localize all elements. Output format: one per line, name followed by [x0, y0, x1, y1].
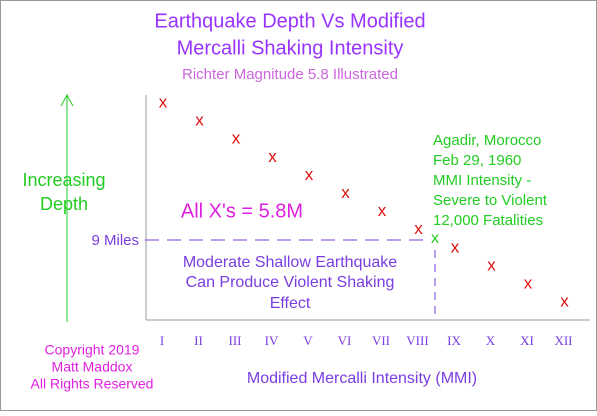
marker: x: [487, 255, 496, 274]
marker: x: [378, 201, 387, 220]
highlight-marker: x: [431, 230, 439, 247]
x-axis-label: Modified Mercalli Intensity (MMI): [247, 370, 477, 387]
shallow-note: Can Produce Violent Shaking: [186, 274, 395, 291]
x-tick-label: X: [486, 333, 496, 348]
x-tick-label: VII: [372, 333, 390, 348]
x-tick-label: II: [194, 333, 203, 348]
y-label: Depth: [40, 194, 88, 214]
x-tick-label: I: [160, 333, 164, 348]
copyright: Copyright 2019: [45, 342, 140, 358]
subtitle: Richter Magnitude 5.8 Illustrated: [182, 66, 398, 83]
x-tick-label: IV: [265, 333, 279, 348]
marker: x: [159, 92, 168, 111]
x-tick-label: V: [303, 333, 313, 348]
shallow-note: Effect: [270, 295, 311, 312]
marker: x: [305, 165, 314, 184]
y-label: Increasing: [22, 170, 105, 190]
x-tick-label: III: [229, 333, 242, 348]
event-text: Feb 29, 1960: [433, 152, 521, 169]
event-text: Severe to Violent: [433, 192, 548, 209]
copyright: Matt Maddox: [52, 359, 133, 375]
marker: x: [414, 219, 423, 238]
marker: x: [232, 129, 241, 148]
marker: x: [524, 273, 533, 292]
title: Earthquake Depth Vs Modified: [154, 10, 425, 32]
note: All X's = 5.8M: [181, 200, 303, 222]
marker: x: [268, 147, 277, 166]
event-text: MMI Intensity -: [433, 172, 531, 189]
copyright: All Rights Reserved: [31, 376, 154, 392]
event-text: Agadir, Morocco: [433, 132, 541, 149]
x-tick-label: IX: [447, 333, 461, 348]
x-tick-label: VIII: [406, 333, 428, 348]
x-tick-label: XII: [554, 333, 572, 348]
x-tick-label: XI: [520, 333, 534, 348]
title: Mercalli Shaking Intensity: [177, 37, 404, 59]
depth-label: 9 Miles: [91, 232, 139, 249]
marker: x: [451, 237, 460, 256]
shallow-note: Moderate Shallow Earthquake: [183, 254, 397, 271]
marker: x: [341, 183, 350, 202]
marker: x: [195, 111, 204, 130]
x-tick-label: VI: [338, 333, 352, 348]
event-text: 12,000 Fatalities: [433, 212, 543, 229]
arrow-head: [60, 93, 74, 107]
marker: x: [560, 292, 569, 311]
